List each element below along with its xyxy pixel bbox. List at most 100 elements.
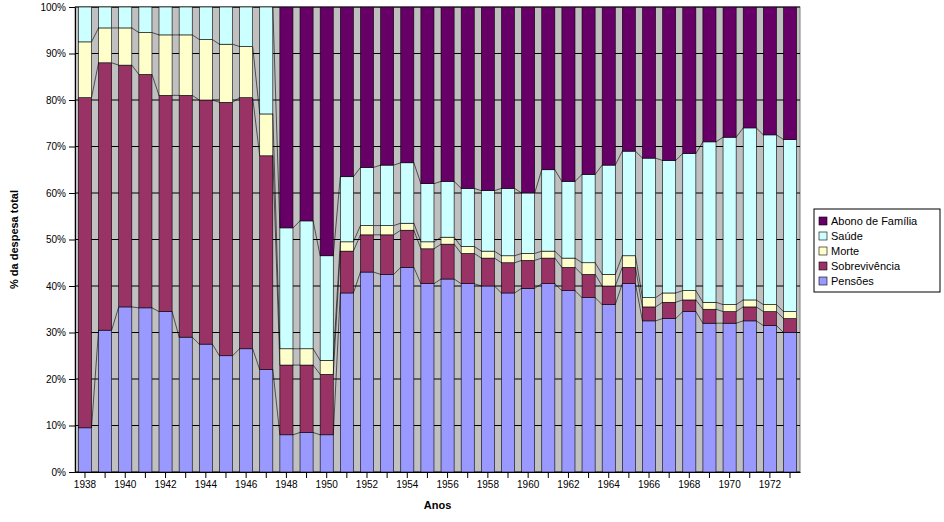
tick: 40% bbox=[46, 281, 75, 292]
tick-mark bbox=[628, 472, 629, 478]
tick-mark bbox=[749, 472, 750, 478]
legend-box bbox=[814, 209, 940, 292]
bar bbox=[703, 7, 716, 142]
legend-label: Morte bbox=[831, 245, 859, 257]
bar bbox=[401, 223, 414, 230]
tick-mark bbox=[366, 472, 367, 478]
series-line bbox=[756, 321, 763, 326]
series-line bbox=[575, 267, 582, 274]
tick: 1940 bbox=[114, 472, 137, 490]
series-line bbox=[615, 151, 622, 165]
bar bbox=[522, 253, 535, 260]
bar bbox=[240, 7, 253, 8]
series-line bbox=[696, 142, 703, 154]
bar bbox=[441, 279, 454, 472]
tick-mark bbox=[769, 472, 770, 478]
series-line bbox=[615, 267, 622, 286]
tick-mark bbox=[69, 100, 75, 101]
y-axis-title: % da despesa total bbox=[8, 190, 20, 289]
bar bbox=[139, 308, 152, 472]
bar bbox=[743, 307, 756, 321]
tick-mark bbox=[286, 472, 287, 478]
bar bbox=[501, 256, 514, 263]
bar bbox=[421, 184, 434, 242]
bar bbox=[421, 242, 434, 249]
bar bbox=[340, 251, 353, 293]
bar bbox=[219, 44, 232, 102]
bar bbox=[159, 7, 172, 8]
series-line bbox=[253, 47, 260, 114]
tick-mark bbox=[185, 472, 186, 478]
series-line bbox=[152, 7, 159, 8]
bar bbox=[663, 160, 676, 293]
series-line bbox=[434, 237, 441, 242]
bar bbox=[642, 298, 655, 307]
bar bbox=[320, 7, 333, 256]
series-line bbox=[212, 344, 219, 356]
series-line bbox=[293, 432, 300, 434]
bar bbox=[119, 307, 132, 472]
series-line bbox=[756, 307, 763, 312]
series-line bbox=[293, 221, 300, 228]
tick-mark bbox=[548, 472, 549, 478]
series-line bbox=[515, 260, 522, 262]
tick-label: 40% bbox=[46, 281, 66, 292]
bar bbox=[481, 191, 494, 251]
tick-mark bbox=[69, 147, 75, 148]
tick-mark bbox=[528, 472, 529, 478]
tick-label: 1960 bbox=[517, 479, 540, 490]
bar bbox=[240, 98, 253, 349]
series-line bbox=[595, 274, 602, 286]
bar bbox=[360, 235, 373, 272]
series-line bbox=[454, 181, 461, 188]
grid bbox=[75, 7, 800, 472]
tick-mark bbox=[427, 472, 428, 478]
series-line bbox=[515, 253, 522, 255]
series-line bbox=[92, 28, 99, 42]
series-line bbox=[414, 267, 421, 283]
tick-label: 1972 bbox=[759, 479, 782, 490]
series-line bbox=[615, 7, 622, 8]
tick-label: 1952 bbox=[356, 479, 379, 490]
bar bbox=[139, 33, 152, 75]
series-line bbox=[736, 128, 743, 137]
tick: 1946 bbox=[235, 472, 258, 490]
series-line bbox=[212, 40, 219, 45]
bar bbox=[300, 221, 313, 349]
series-line bbox=[494, 251, 501, 256]
series-line bbox=[112, 7, 119, 8]
series-line bbox=[253, 7, 260, 8]
series-line bbox=[515, 288, 522, 293]
tick bbox=[145, 472, 146, 478]
tick: 1962 bbox=[557, 472, 580, 490]
tick-mark bbox=[69, 472, 75, 473]
series-line bbox=[353, 235, 360, 251]
bar bbox=[542, 251, 555, 258]
tick bbox=[790, 472, 791, 478]
bar bbox=[199, 40, 212, 100]
legend-swatch bbox=[819, 262, 827, 270]
bar bbox=[522, 193, 535, 253]
bar bbox=[723, 312, 736, 324]
bar bbox=[179, 337, 192, 472]
legend: Abono de FamíliaSaúdeMorteSobrevivênciaP… bbox=[814, 209, 940, 292]
series-line bbox=[132, 28, 139, 33]
series-line bbox=[494, 188, 501, 190]
bar bbox=[360, 272, 373, 472]
bar bbox=[139, 74, 152, 307]
bar bbox=[199, 7, 212, 40]
series-line bbox=[736, 7, 743, 8]
series-line bbox=[656, 158, 663, 160]
series-line bbox=[555, 284, 562, 291]
tick: 1970 bbox=[718, 472, 741, 490]
tick-mark bbox=[69, 240, 75, 241]
series-line bbox=[112, 63, 119, 65]
series-line bbox=[132, 65, 139, 74]
tick-label: 1946 bbox=[235, 479, 258, 490]
tick bbox=[387, 472, 388, 478]
tick: 1960 bbox=[517, 472, 540, 490]
series-line bbox=[454, 279, 461, 284]
series-line bbox=[273, 370, 280, 435]
series-line bbox=[575, 291, 582, 298]
series-line bbox=[676, 291, 683, 293]
